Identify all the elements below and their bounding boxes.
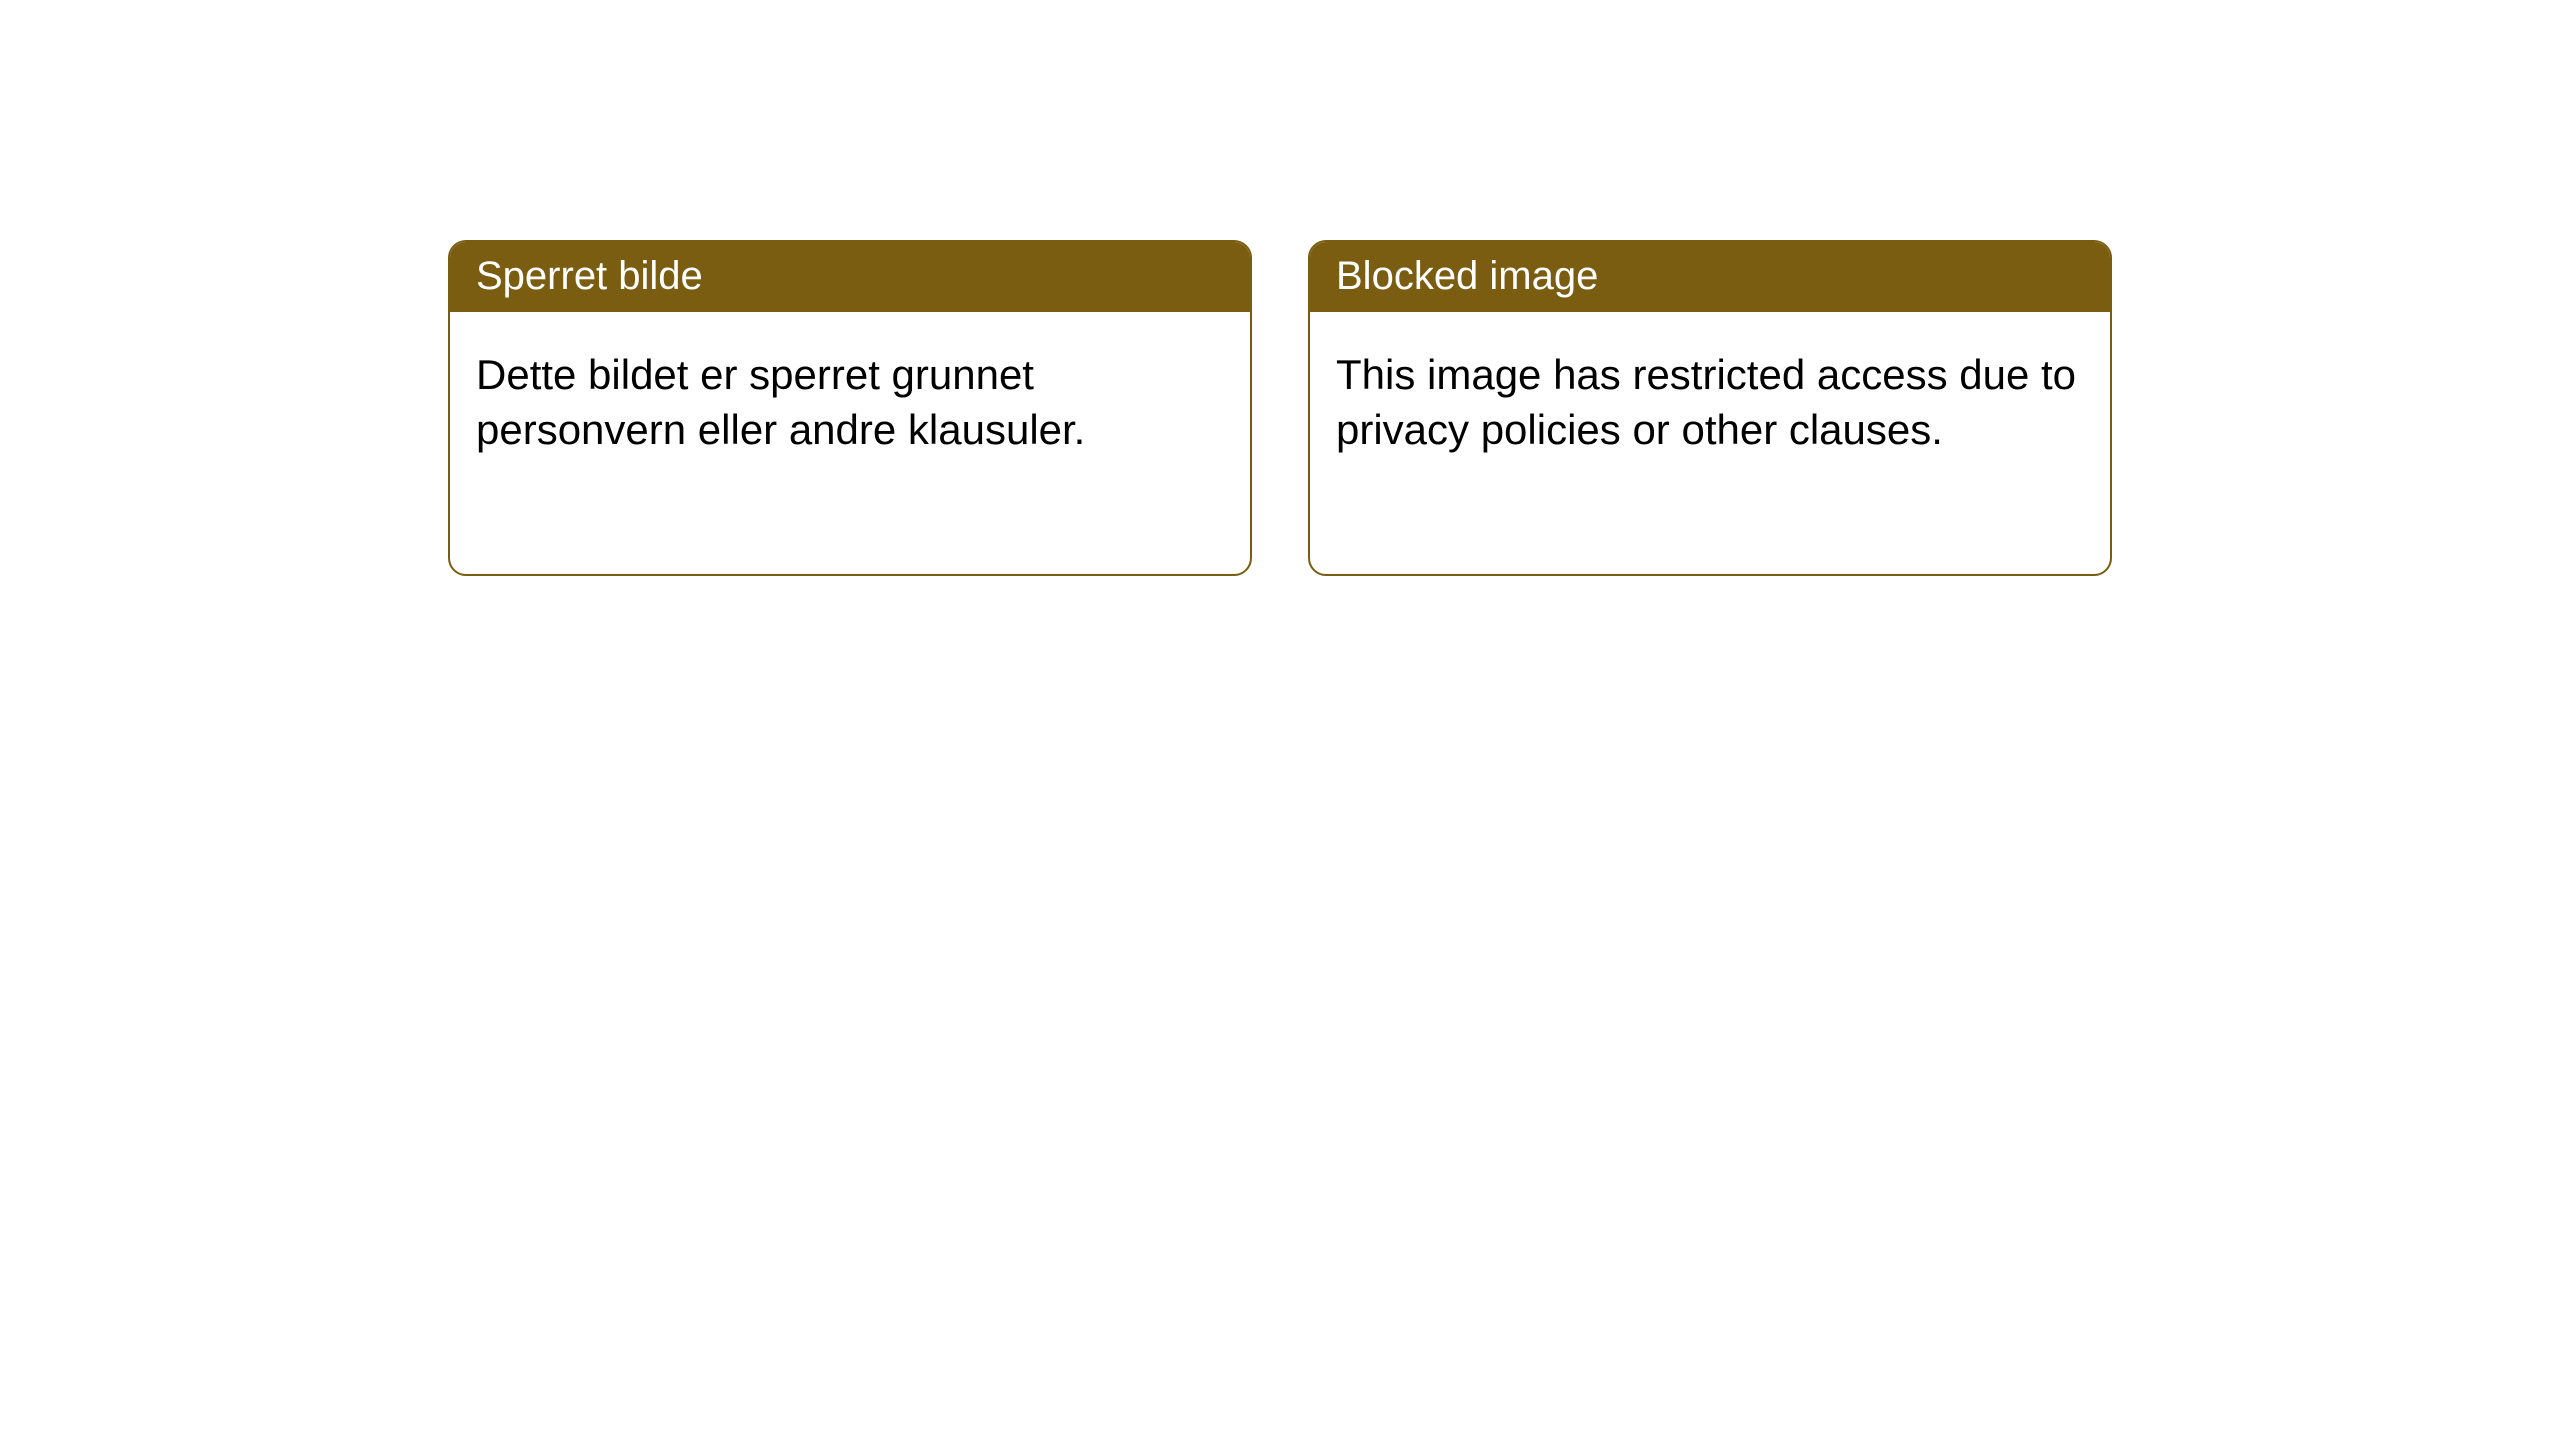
notice-container: Sperret bilde Dette bildet er sperret gr… (0, 0, 2560, 576)
notice-header-en: Blocked image (1310, 242, 2110, 312)
notice-card-no: Sperret bilde Dette bildet er sperret gr… (448, 240, 1252, 576)
notice-body-en: This image has restricted access due to … (1310, 312, 2110, 493)
notice-body-no: Dette bildet er sperret grunnet personve… (450, 312, 1250, 493)
notice-card-en: Blocked image This image has restricted … (1308, 240, 2112, 576)
notice-header-no: Sperret bilde (450, 242, 1250, 312)
